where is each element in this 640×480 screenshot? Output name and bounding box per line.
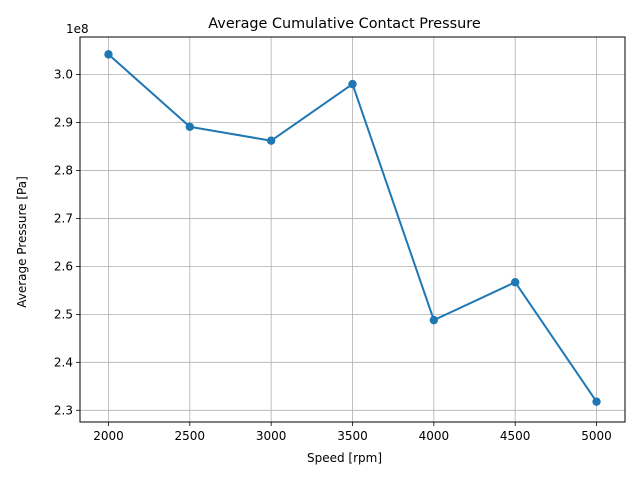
x-tick-label: 2500 bbox=[175, 429, 206, 443]
data-point bbox=[429, 315, 439, 325]
grid-lines bbox=[80, 37, 625, 422]
data-point bbox=[266, 136, 276, 145]
data-point bbox=[510, 278, 520, 287]
y-tick-label: 2.8 bbox=[54, 163, 73, 177]
y-tick-label: 3.0 bbox=[54, 68, 73, 82]
data-point bbox=[185, 122, 195, 131]
y-tick-label: 2.3 bbox=[54, 403, 73, 417]
y-tick-label: 2.4 bbox=[54, 355, 73, 369]
series-layer bbox=[104, 50, 601, 406]
x-tick-label: 4000 bbox=[419, 429, 450, 443]
y-tick-label: 2.6 bbox=[54, 259, 73, 273]
x-tick-label: 5000 bbox=[581, 429, 612, 443]
x-tick-label: 3500 bbox=[337, 429, 368, 443]
y-tick-label: 2.5 bbox=[54, 307, 73, 321]
chart-title: Average Cumulative Contact Pressure bbox=[208, 16, 481, 32]
x-axis-label: Speed [rpm] bbox=[307, 451, 382, 465]
x-tick-label: 3000 bbox=[256, 429, 287, 443]
data-point bbox=[348, 79, 357, 89]
data-point bbox=[104, 50, 113, 59]
x-tick-label: 4500 bbox=[500, 429, 531, 443]
y-tick-label: 2.7 bbox=[54, 211, 73, 225]
data-point bbox=[592, 397, 601, 406]
x-tick-label: 2000 bbox=[93, 429, 124, 443]
y-tick-label: 2.9 bbox=[54, 115, 73, 129]
tick-layer: 2000 2500 3000 3500 4000 4500 5000 2.3 2.4 2.5 2.6… bbox=[54, 68, 612, 443]
y-axis-label: Average Pressure [Pa] bbox=[15, 176, 29, 308]
y-offset-label: 1e8 bbox=[66, 22, 89, 36]
